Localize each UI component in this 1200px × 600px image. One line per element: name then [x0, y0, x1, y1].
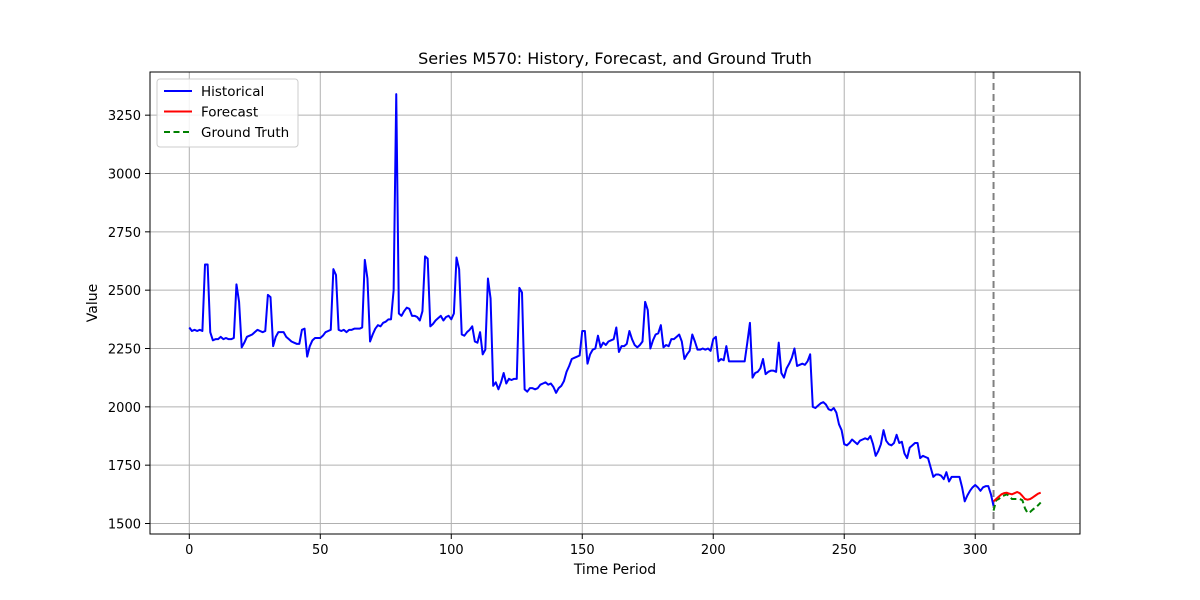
legend-label: Ground Truth [201, 125, 289, 141]
plot-area-frame [149, 71, 1081, 535]
chart-title: Series M570: History, Forecast, and Grou… [418, 49, 812, 68]
x-axis-label: Time Period [573, 562, 656, 578]
y-axis-ticks: 1500 1750 2000 2250 2500 2750 3000 3250 [108, 109, 150, 533]
series-line-forecast [992, 491, 1042, 503]
grid [150, 72, 1080, 534]
legend-label: Historical [201, 84, 264, 100]
y-tick-label: 1750 [108, 459, 141, 474]
x-tick-label: 200 [701, 543, 726, 558]
y-tick-label: 1500 [108, 518, 141, 533]
y-tick-label: 2500 [108, 284, 141, 299]
series-lines [188, 93, 1042, 514]
legend-label: Forecast [201, 105, 258, 121]
y-tick-label: 3000 [108, 168, 141, 183]
x-tick-label: 300 [963, 543, 988, 558]
y-tick-label: 2750 [108, 226, 141, 241]
x-tick-label: 150 [570, 543, 595, 558]
y-tick-label: 2000 [108, 401, 141, 416]
series-line-ground-truth [992, 493, 1042, 514]
x-tick-label: 50 [312, 543, 329, 558]
legend-box [156, 78, 299, 148]
x-tick-label: 250 [832, 543, 857, 558]
y-axis-label: Value [85, 284, 101, 322]
x-tick-label: 0 [185, 543, 193, 558]
y-tick-label: 2250 [108, 343, 141, 358]
series-line-historical [188, 93, 995, 507]
x-axis-ticks: 0 50 100 150 200 250 300 [185, 534, 988, 558]
legend: Historical Forecast Ground Truth [156, 78, 299, 148]
x-tick-label: 100 [439, 543, 464, 558]
y-tick-label: 3250 [108, 109, 141, 124]
